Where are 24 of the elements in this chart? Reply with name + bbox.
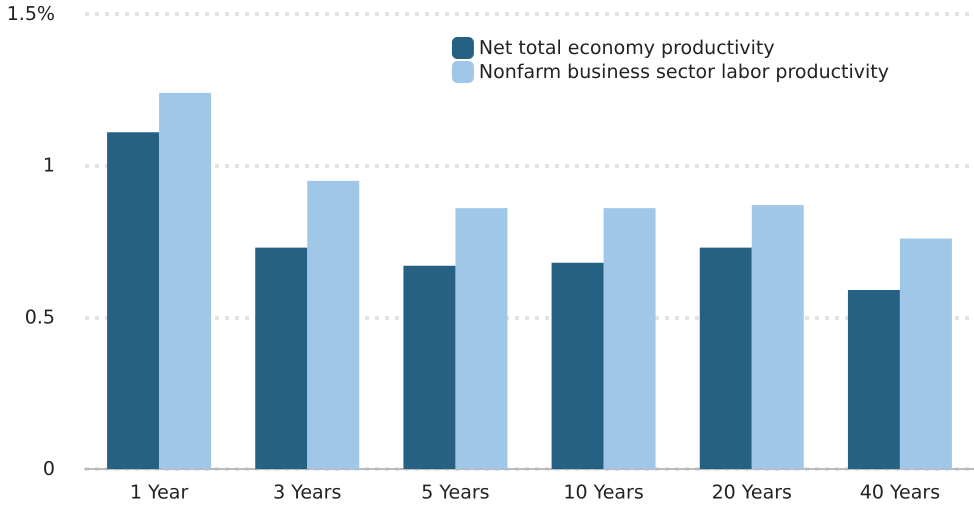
bar [752, 205, 804, 469]
bar [307, 180, 360, 469]
bar [107, 132, 160, 469]
bar [900, 238, 952, 469]
x-tick-label: 40 Years [860, 482, 940, 504]
bar [255, 248, 308, 469]
x-tick-label: 20 Years [712, 482, 792, 504]
legend-label: Nonfarm business sector labor productivity [478, 61, 889, 83]
bar [159, 92, 212, 469]
x-tick-label: 3 Years [273, 482, 342, 504]
legend-label: Net total economy productivity [478, 37, 775, 59]
bar [700, 248, 752, 469]
bar [604, 208, 656, 469]
bar [552, 262, 604, 469]
y-tick-label: 1.5% [6, 3, 55, 25]
bar [403, 266, 456, 469]
x-tick-label: 10 Years [563, 482, 644, 504]
x-tick-label: 5 Years [421, 482, 490, 504]
x-tick-label: 1 Year [130, 482, 188, 504]
y-tick-label: 0.5 [24, 306, 55, 328]
bar [848, 290, 900, 469]
bar [455, 208, 508, 469]
y-tick-label: 0 [42, 458, 55, 480]
y-tick-label: 1 [42, 154, 55, 177]
